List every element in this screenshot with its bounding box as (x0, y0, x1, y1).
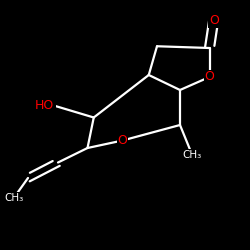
Text: O: O (118, 134, 128, 147)
Text: O: O (204, 70, 214, 84)
Text: HO: HO (35, 99, 54, 112)
Text: CH₃: CH₃ (4, 193, 24, 203)
Text: O: O (209, 14, 219, 26)
Text: CH₃: CH₃ (182, 150, 202, 160)
